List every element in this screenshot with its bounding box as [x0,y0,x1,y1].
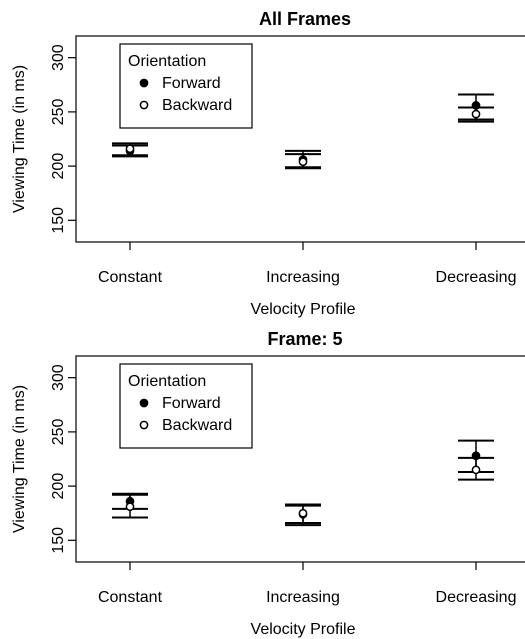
y-tick-label: 150 [50,207,67,234]
point-forward [471,101,481,110]
x-tick-label: Increasing [266,269,340,286]
chart-panel-2: Frame: 5 150 200 250 300 Constant Increasing De… [11,329,525,638]
legend-marker-backward [139,100,149,110]
y-tick-label: 300 [50,364,67,391]
y-tick-label: 200 [50,473,67,500]
x-axis-title: Velocity Profile [251,301,356,318]
x-tick-label: Decreasing [436,269,517,286]
plot-frame [75,35,525,243]
x-tick-label: Constant [98,589,163,606]
point-backward [471,465,481,475]
point-backward [125,502,135,512]
x-tick-label: Constant [98,269,163,286]
legend-label: Forward [162,395,221,412]
y-tick-label: 300 [50,44,67,71]
chart-panel-1: All Frames 150 200 250 300 Constant Increasing… [11,9,525,318]
x-tick-label: Increasing [266,589,340,606]
y-tick-label: 250 [50,418,67,445]
y-tick-label: 250 [50,98,67,125]
point-backward [298,157,308,167]
y-tick-label: 200 [50,153,67,180]
legend-marker-forward [139,398,149,408]
y-tick-label: 150 [50,527,67,554]
y-axis-title: Viewing Time (in ms) [11,65,28,213]
legend-label: Backward [162,97,232,114]
legend-title: Orientation [128,53,206,70]
y-axis-title: Viewing Time (in ms) [11,385,28,533]
legend-label: Backward [162,417,232,434]
legend-marker-backward [139,420,149,430]
chart-title: Frame: 5 [267,329,342,349]
point-backward [298,508,308,518]
x-axis-title: Velocity Profile [251,621,356,638]
chart-title: All Frames [259,9,351,29]
point-forward [471,451,481,461]
legend-marker-forward [139,78,149,88]
point-backward [471,109,481,119]
legend-label: Forward [162,75,221,92]
point-backward [125,144,135,154]
x-tick-label: Decreasing [436,589,517,606]
plot-frame [75,355,525,563]
legend-title: Orientation [128,373,206,390]
